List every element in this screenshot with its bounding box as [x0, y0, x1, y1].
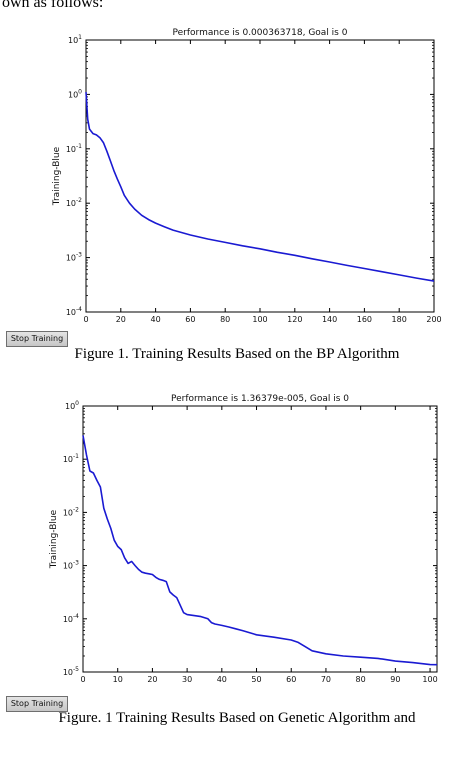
training-curve	[85, 92, 435, 282]
x-tick-label: 20	[116, 315, 126, 324]
x-tick-label: 20	[147, 675, 157, 684]
x-tick-label: 60	[185, 315, 195, 324]
x-tick-label: 80	[220, 315, 230, 324]
y-tick-label: 10-2	[66, 197, 82, 208]
x-tick-label: 100	[422, 675, 437, 684]
y-tick-label: 10-2	[63, 506, 79, 517]
y-tick-label: 10-3	[63, 560, 79, 571]
x-tick-label: 0	[80, 675, 85, 684]
x-tick-label: 10	[113, 675, 123, 684]
plot-frame	[82, 405, 438, 673]
preceding-text: own as follows:	[2, 0, 104, 11]
y-tick-label: 10-4	[66, 306, 82, 317]
x-tick-label: 40	[217, 675, 227, 684]
figure-caption-ga: Figure. 1 Training Results Based on Gene…	[58, 710, 416, 726]
x-tick-label: 50	[251, 675, 261, 684]
x-tick-label: 30	[182, 675, 192, 684]
y-tick-label: 10-4	[63, 613, 79, 624]
chart-title: Performance is 0.000363718, Goal is 0	[173, 28, 348, 38]
x-tick-label: 90	[390, 675, 400, 684]
x-tick-label: 180	[392, 315, 407, 324]
y-tick-label: 10-5	[63, 666, 79, 677]
bp-training-chart: Performance is 0.000363718, Goal is 0 0 20…	[52, 28, 442, 324]
training-curve	[82, 435, 438, 666]
stop-training-button-1[interactable]: Stop Training	[6, 331, 68, 347]
y-axis-label: Training-Blue	[52, 146, 62, 206]
y-tick-label: 10-1	[66, 143, 82, 154]
x-tick-label: 160	[357, 315, 372, 324]
chart-title: Performance is 1.36379e-005, Goal is 0	[171, 394, 349, 404]
y-tick-label: 10-1	[63, 453, 79, 464]
x-tick-label: 120	[287, 315, 302, 324]
y-tick-label: 101	[68, 34, 82, 45]
y-tick-label: 10-3	[66, 252, 82, 263]
x-tick-label: 80	[356, 675, 366, 684]
bp-training-plot: Performance is 0.000363718, Goal is 0 0 20…	[0, 26, 474, 326]
x-tick-label: 200	[426, 315, 441, 324]
stop-training-button-2[interactable]: Stop Training	[6, 696, 68, 712]
x-tick-label: 70	[321, 675, 331, 684]
y-tick-label: 100	[65, 400, 79, 411]
y-axis-label: Training-Blue	[49, 509, 59, 569]
x-tick-label: 60	[286, 675, 296, 684]
x-tick-label: 0	[83, 315, 88, 324]
x-tick-label: 140	[322, 315, 337, 324]
x-tick-label: 100	[252, 315, 267, 324]
ga-training-chart: Performance is 1.36379e-005, Goal is 00 1…	[49, 394, 438, 684]
y-tick-label: 100	[68, 88, 82, 99]
figure-caption-bp: Figure 1. Training Results Based on the …	[74, 346, 400, 362]
x-tick-label: 40	[151, 315, 161, 324]
